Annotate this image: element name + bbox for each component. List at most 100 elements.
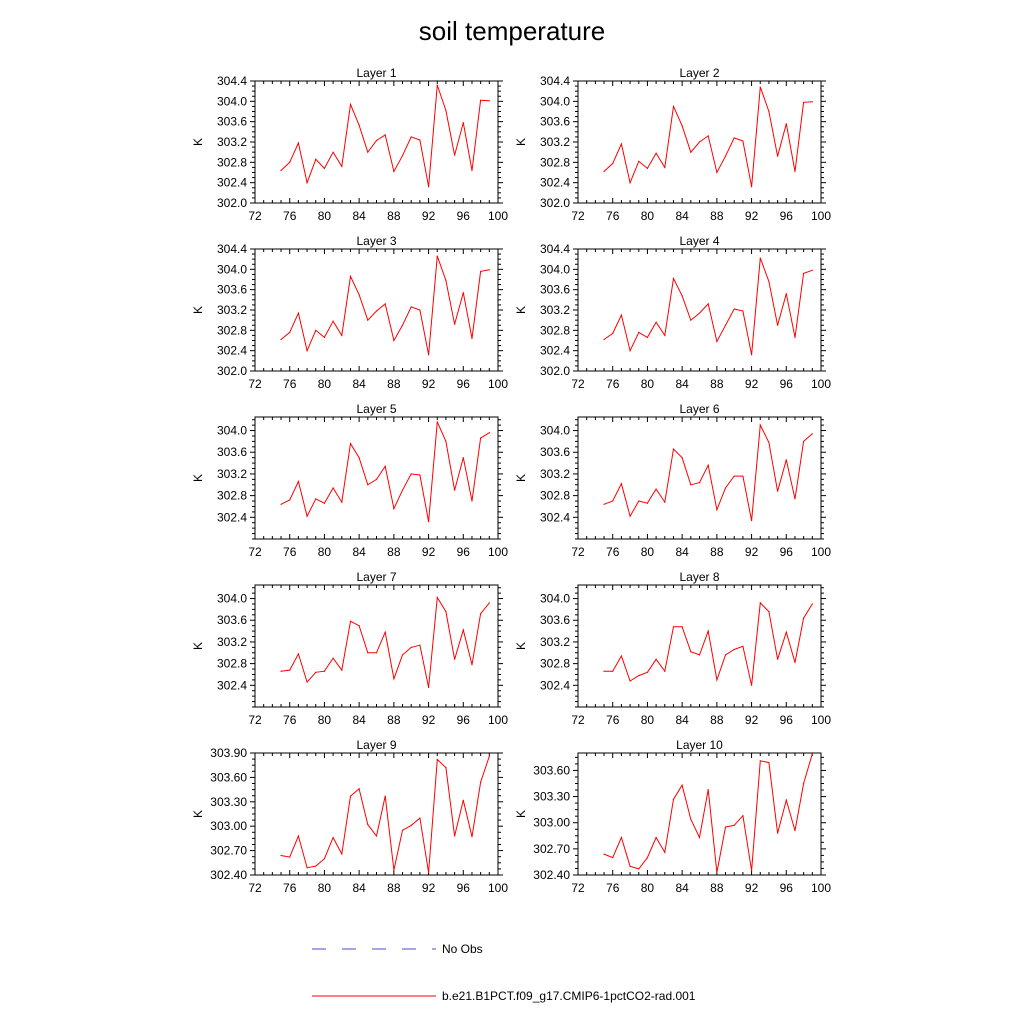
data-point <box>410 306 412 308</box>
data-point <box>436 421 438 423</box>
data-point <box>698 836 701 839</box>
y-tick-label: 302.70 <box>533 842 570 856</box>
data-point <box>480 781 482 783</box>
y-tick-label: 304.4 <box>217 242 247 256</box>
data-point <box>280 670 282 672</box>
x-tick-label: 76 <box>606 713 620 727</box>
plot-frame <box>577 416 822 540</box>
data-point <box>393 508 395 510</box>
y-tick-label: 302.8 <box>540 489 570 503</box>
data-point <box>462 292 464 294</box>
panels-group: Layer 1 K 72 76 80 84 88 92 96 100 302.0 302.4 302.8… <box>191 66 831 895</box>
data-point <box>384 631 386 633</box>
data-point <box>419 309 421 311</box>
data-point <box>480 437 482 439</box>
plot-frame <box>577 752 822 876</box>
data-point <box>410 824 412 826</box>
data-point <box>358 294 360 296</box>
data-point <box>777 155 779 157</box>
data-point <box>785 123 787 125</box>
y-tick-label: 303.6 <box>217 283 247 297</box>
y-tick-label: 304.0 <box>540 592 570 606</box>
y-tick-label: 302.8 <box>217 155 247 169</box>
x-tick-label: 92 <box>422 209 436 223</box>
data-point <box>672 798 675 800</box>
data-point <box>280 503 282 505</box>
y-tick-label: 302.4 <box>540 344 570 358</box>
data-point <box>794 498 796 500</box>
data-point <box>664 166 666 169</box>
data-point <box>349 795 352 797</box>
data-point <box>280 854 282 857</box>
data-point <box>690 151 692 153</box>
data-point <box>297 142 299 144</box>
data-point <box>811 433 813 435</box>
x-tick-label: 76 <box>606 881 620 895</box>
data-point <box>638 674 640 677</box>
data-point <box>488 602 490 604</box>
data-point <box>306 515 308 517</box>
data-point <box>454 323 456 325</box>
x-tick-label: 96 <box>457 713 471 727</box>
data-point <box>445 109 447 112</box>
data-point <box>427 871 430 874</box>
y-tick-label: 303.6 <box>217 445 247 459</box>
y-tick-label: 303.6 <box>540 613 570 627</box>
x-tick-label: 92 <box>422 377 436 391</box>
data-point <box>297 312 299 314</box>
data-point <box>393 678 395 680</box>
y-tick-label: 303.2 <box>540 635 570 649</box>
data-point <box>733 824 735 826</box>
data-point <box>768 761 770 764</box>
data-point <box>419 644 421 646</box>
data-point <box>410 136 412 138</box>
panel-layer-2: Layer 2 K 72 76 80 84 88 92 96 100 302.0 302.4 302.8… <box>514 66 831 223</box>
x-tick-label: 96 <box>780 209 794 223</box>
data-point <box>681 784 683 786</box>
x-tick-label: 100 <box>488 377 508 391</box>
x-tick-label: 72 <box>571 881 585 895</box>
panel-title: Layer 8 <box>679 570 719 584</box>
y-tick-label: 304.0 <box>217 262 247 276</box>
x-tick-label: 88 <box>710 377 724 391</box>
data-point <box>603 853 605 855</box>
data-point <box>672 448 675 450</box>
data-point <box>375 835 378 837</box>
data-point <box>750 684 753 686</box>
y-tick-label: 302.4 <box>540 678 570 692</box>
data-point <box>471 836 473 838</box>
data-point <box>419 474 421 476</box>
y-tick-label: 302.70 <box>210 844 247 858</box>
data-point <box>436 255 438 257</box>
y-tick-label: 304.0 <box>540 424 570 438</box>
x-tick-label: 72 <box>248 713 262 727</box>
y-tick-label: 302.4 <box>540 176 570 190</box>
data-point <box>358 625 360 627</box>
x-tick-label: 100 <box>488 881 508 895</box>
data-point <box>332 320 334 322</box>
panel-title: Layer 7 <box>356 570 396 584</box>
plot-frame <box>254 416 499 540</box>
y-tick-label: 303.60 <box>533 763 570 777</box>
x-tick-label: 80 <box>318 209 332 223</box>
x-tick-label: 88 <box>710 545 724 559</box>
data-point <box>289 331 291 333</box>
y-tick-label: 302.0 <box>217 196 247 210</box>
data-point <box>401 829 404 831</box>
data-point <box>436 758 438 761</box>
data-point <box>672 626 675 628</box>
y-axis-label: K <box>514 138 528 146</box>
series-line <box>280 84 490 187</box>
y-tick-label: 303.2 <box>540 303 570 317</box>
data-point <box>375 139 378 142</box>
data-point <box>698 482 701 484</box>
y-tick-label: 303.00 <box>533 816 570 830</box>
y-tick-label: 302.8 <box>217 323 247 337</box>
x-tick-label: 100 <box>811 881 831 895</box>
data-point <box>620 314 622 316</box>
panel-layer-8: Layer 8 K 72 76 80 84 88 92 96 100 302.4 302.8 303.2… <box>514 570 831 727</box>
data-point <box>698 141 701 143</box>
data-point <box>612 670 614 672</box>
data-point <box>480 613 482 615</box>
data-point <box>716 171 718 174</box>
